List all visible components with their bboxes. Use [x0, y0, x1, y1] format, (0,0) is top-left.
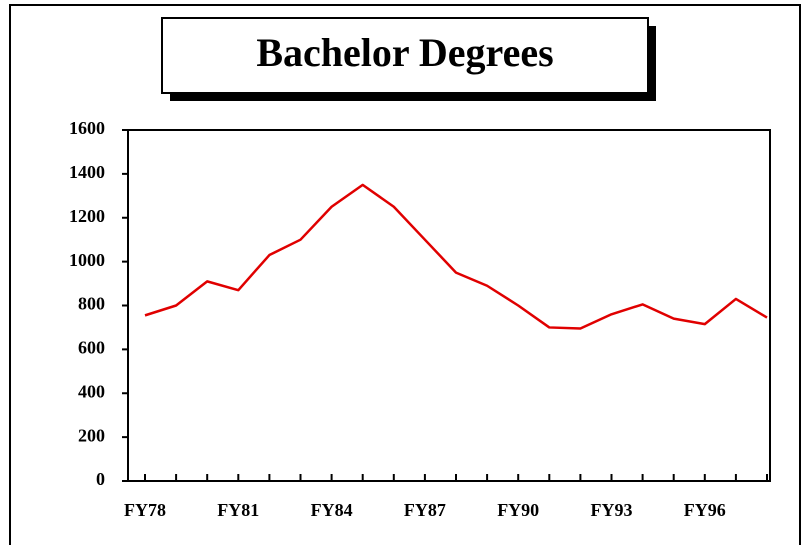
- x-tick-label: FY84: [311, 500, 353, 520]
- plot-area: [127, 129, 771, 482]
- x-tick-label: FY81: [217, 500, 259, 520]
- chart-title: Bachelor Degrees: [256, 30, 553, 75]
- line: [144, 183, 768, 330]
- y-tick-label: 0: [96, 469, 105, 489]
- y-tick-label: 1600: [69, 118, 105, 138]
- frame: [9, 4, 801, 545]
- y-tick-label: 200: [78, 425, 105, 445]
- x-tick-label: FY78: [124, 500, 166, 520]
- x-tick-label: FY90: [497, 500, 539, 520]
- y-tick-label: 800: [78, 294, 105, 314]
- y-tick-label: 600: [78, 338, 105, 358]
- y-tick-label: 1400: [69, 162, 105, 182]
- y-tick-label: 400: [78, 381, 105, 401]
- y-tick-label: 1200: [69, 206, 105, 226]
- x-tick-label: FY93: [591, 500, 633, 520]
- y-tick-label: 1000: [69, 250, 105, 270]
- x-tick-label: FY96: [684, 500, 726, 520]
- title-box: [161, 17, 649, 94]
- x-tick-label: FY87: [404, 500, 446, 520]
